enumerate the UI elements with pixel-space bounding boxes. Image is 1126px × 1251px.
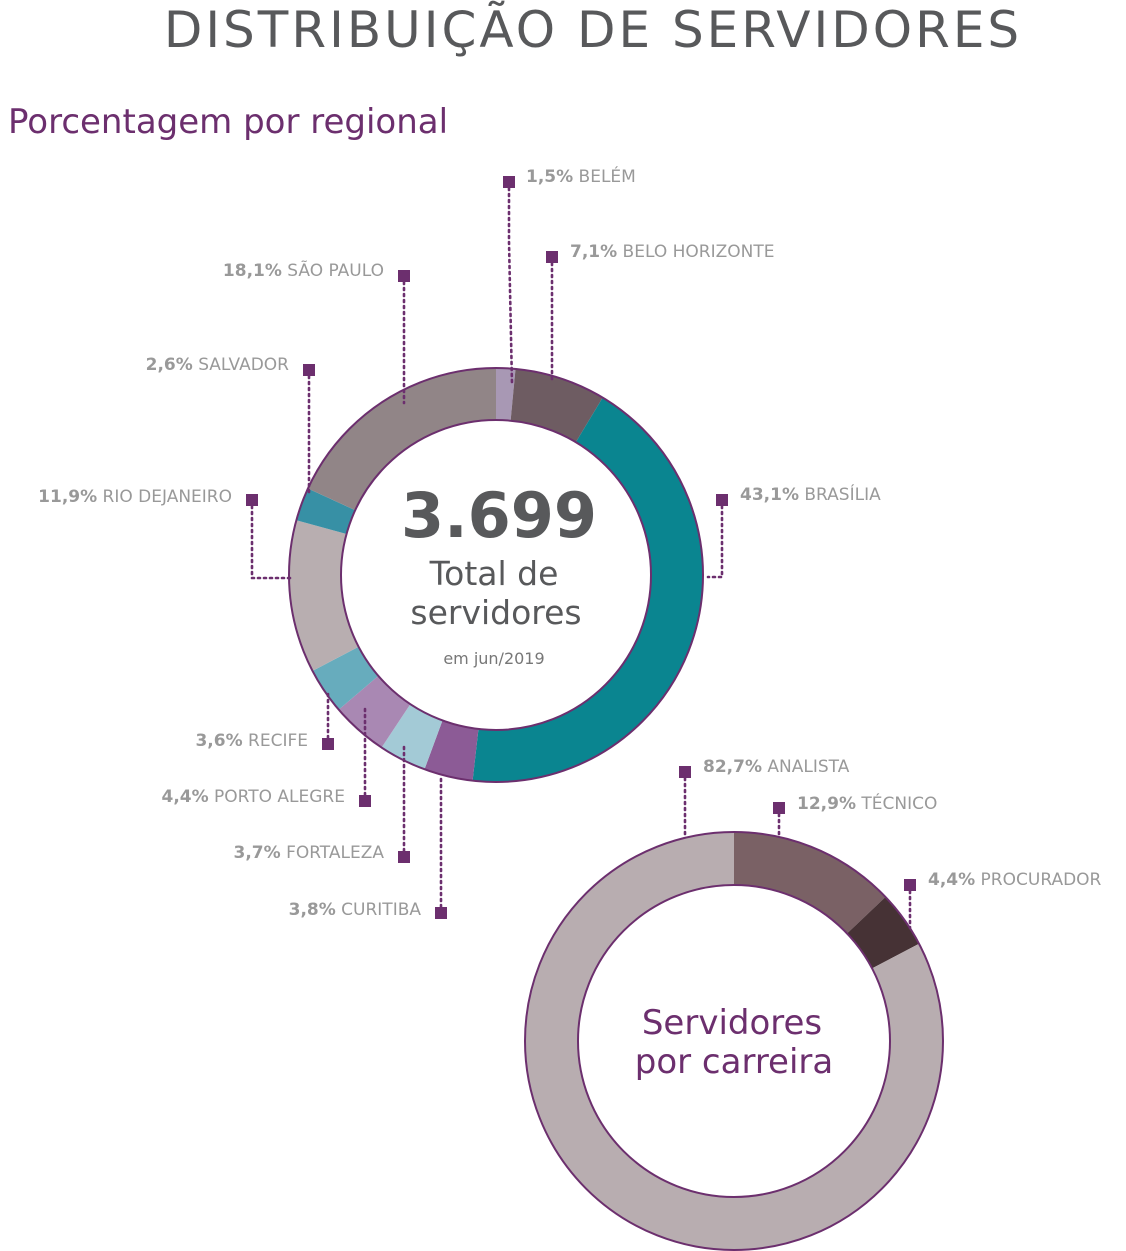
label-brasilia: 43,1% BRASÍLIA <box>740 483 881 505</box>
label-name-tecnico: TÉCNICO <box>856 792 937 814</box>
marker-sao-paulo <box>398 270 410 282</box>
label-name-belo-horizonte: BELO HORIZONTE <box>617 242 774 262</box>
leader-line-rio-dejaneiro <box>250 498 292 580</box>
total-label-line1: Total de <box>429 554 559 593</box>
label-pct-curitiba: 3,8% <box>289 900 336 920</box>
label-salvador: 2,6% SALVADOR <box>146 355 290 375</box>
label-name-brasilia: BRASÍLIA <box>799 483 881 505</box>
career-leaders: 12,9% TÉCNICO 4,4% PROCURADOR 82,7% ANALIS… <box>679 757 1102 930</box>
marker-belem <box>503 176 515 188</box>
label-pct-tecnico: 12,9% <box>797 794 856 814</box>
slice-salvador <box>296 488 356 535</box>
label-belem: 1,5% BELÉM <box>526 165 636 187</box>
label-name-procurador: PROCURADOR <box>975 870 1101 890</box>
career-label-line1: Servidores <box>642 1003 822 1043</box>
label-analista: 82,7% ANALISTA <box>703 757 850 777</box>
regional-donut <box>288 367 704 783</box>
regional-center: 3.699 Total de servidores em jun/2019 <box>401 479 597 668</box>
slice-curitiba <box>424 720 479 781</box>
marker-salvador <box>303 364 315 376</box>
label-name-recife: RECIFE <box>243 731 308 751</box>
chart-subtitle: Porcentagem por regional <box>8 102 449 142</box>
marker-brasilia <box>716 494 728 506</box>
marker-procurador <box>904 879 916 891</box>
label-pct-recife: 3,6% <box>195 731 242 751</box>
label-fortaleza: 3,7% FORTALEZA <box>234 843 385 863</box>
total-label-line2: servidores <box>410 593 581 632</box>
label-pct-belem: 1,5% <box>526 167 573 187</box>
label-pct-porto-alegre: 4,4% <box>161 787 208 807</box>
label-name-salvador: SALVADOR <box>193 355 289 375</box>
marker-porto-alegre <box>359 795 371 807</box>
label-curitiba: 3,8% CURITIBA <box>289 900 422 920</box>
label-name-fortaleza: FORTALEZA <box>281 843 385 863</box>
label-belo-horizonte: 7,1% BELO HORIZONTE <box>570 242 774 262</box>
label-pct-analista: 82,7% <box>703 757 762 777</box>
label-sao-paulo: 18,1% SÃO PAULO <box>223 259 384 281</box>
label-porto-alegre: 4,4% PORTO ALEGRE <box>161 787 345 807</box>
page-title: DISTRIBUIÇÃO DE SERVIDORES <box>163 1 1023 59</box>
career-center: Servidores por carreira <box>635 1003 834 1082</box>
marker-analista <box>679 766 691 778</box>
slice-sao-paulo <box>307 368 496 511</box>
label-pct-rio-dejaneiro: 11,9% <box>38 487 97 507</box>
slice-belem <box>496 368 516 421</box>
total-value: 3.699 <box>401 479 597 552</box>
slice-fortaleza <box>381 704 443 770</box>
slice-tecnico <box>734 832 886 934</box>
donut-outer-outline <box>288 367 704 783</box>
regional-leaders: 1,5% BELÉM 7,1% BELO HORIZONTE 43,1% BRASÍ… <box>38 165 881 920</box>
marker-rio-dejaneiro <box>246 494 258 506</box>
donut-inner-outline <box>577 884 891 1198</box>
marker-belo-horizonte <box>546 251 558 263</box>
donut-inner-outline <box>340 419 652 731</box>
label-pct-fortaleza: 3,7% <box>234 843 281 863</box>
label-name-sao-paulo: SÃO PAULO <box>282 259 384 281</box>
label-pct-belo-horizonte: 7,1% <box>570 242 617 262</box>
label-recife: 3,6% RECIFE <box>195 731 308 751</box>
label-pct-salvador: 2,6% <box>146 355 193 375</box>
label-name-belem: BELÉM <box>573 165 636 187</box>
marker-tecnico <box>773 802 785 814</box>
leader-line-brasilia <box>706 498 724 579</box>
label-name-analista: ANALISTA <box>762 757 850 777</box>
marker-recife <box>322 738 334 750</box>
total-date-note: em jun/2019 <box>443 649 544 668</box>
label-procurador: 4,4% PROCURADOR <box>928 870 1102 890</box>
label-pct-sao-paulo: 18,1% <box>223 261 282 281</box>
marker-fortaleza <box>398 851 410 863</box>
career-donut <box>524 831 944 1251</box>
leader-line-belem <box>507 180 514 386</box>
label-name-curitiba: CURITIBA <box>336 900 422 920</box>
label-name-rio-dejaneiro: RIO DEJANEIRO <box>97 487 232 507</box>
label-pct-brasilia: 43,1% <box>740 485 799 505</box>
label-name-porto-alegre: PORTO ALEGRE <box>209 787 345 807</box>
donut-outer-outline <box>524 831 944 1251</box>
slice-procurador <box>847 896 920 969</box>
label-tecnico: 12,9% TÉCNICO <box>797 792 937 814</box>
slice-brasilia <box>472 397 703 782</box>
label-rio-dejaneiro: 11,9% RIO DEJANEIRO <box>38 487 232 507</box>
label-pct-procurador: 4,4% <box>928 870 975 890</box>
slice-porto-alegre <box>338 675 411 748</box>
marker-curitiba <box>435 907 447 919</box>
career-label-line2: por carreira <box>635 1042 834 1082</box>
